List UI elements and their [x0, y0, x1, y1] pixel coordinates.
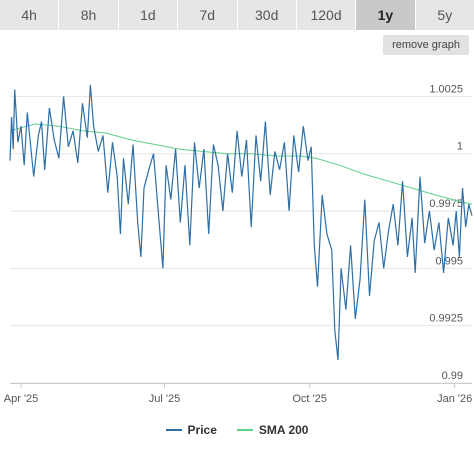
price-swatch — [165, 429, 182, 431]
y-tick-label: 0.9975 — [429, 198, 463, 210]
series-line-price — [9, 84, 473, 361]
legend: Price SMA 200 — [0, 420, 474, 440]
y-tick-label: 1.0025 — [429, 83, 463, 95]
y-tick-label: 0.9925 — [429, 313, 463, 325]
legend-price-label: Price — [187, 423, 217, 437]
y-axis-ticks: 0.99 0.9925 0.995 0.9975 1 1.0025 — [429, 83, 463, 382]
x-tick-label: Oct '25 — [292, 393, 327, 405]
range-tab-8h[interactable]: 8h — [59, 0, 119, 30]
legend-item-price[interactable]: Price — [165, 423, 217, 437]
range-tab-5y[interactable]: 5y — [415, 0, 474, 30]
range-tab-1y[interactable]: 1y — [356, 0, 416, 30]
remove-graph-button[interactable]: remove graph — [383, 35, 469, 55]
legend-item-sma[interactable]: SMA 200 — [236, 423, 309, 437]
y-tick-label: 0.995 — [435, 255, 463, 267]
x-tick-label: Jan '26 — [437, 393, 472, 405]
x-tick-label: Jul '25 — [149, 393, 180, 405]
series-line-sma-200 — [9, 123, 473, 205]
range-tabs: 4h 8h 1d 7d 30d 120d 1y 5y — [0, 0, 474, 30]
y-tick-label: 1 — [457, 141, 463, 153]
legend-sma-label: SMA 200 — [258, 423, 309, 437]
x-tick-label: Apr '25 — [4, 393, 39, 405]
range-tab-7d[interactable]: 7d — [178, 0, 238, 30]
range-tab-1d[interactable]: 1d — [118, 0, 179, 30]
price-chart: 0.99 0.9925 0.995 0.9975 1 1.0025 Apr '25 Jul … — [4, 83, 473, 405]
y-tick-label: 0.99 — [442, 370, 463, 382]
range-tab-120d[interactable]: 120d — [296, 0, 357, 30]
range-tab-4h[interactable]: 4h — [0, 0, 60, 30]
sma-swatch — [236, 429, 253, 431]
x-axis-ticks: Apr '25 Jul '25 Oct '25 Jan '26 — [4, 383, 472, 405]
range-tab-30d[interactable]: 30d — [237, 0, 297, 30]
